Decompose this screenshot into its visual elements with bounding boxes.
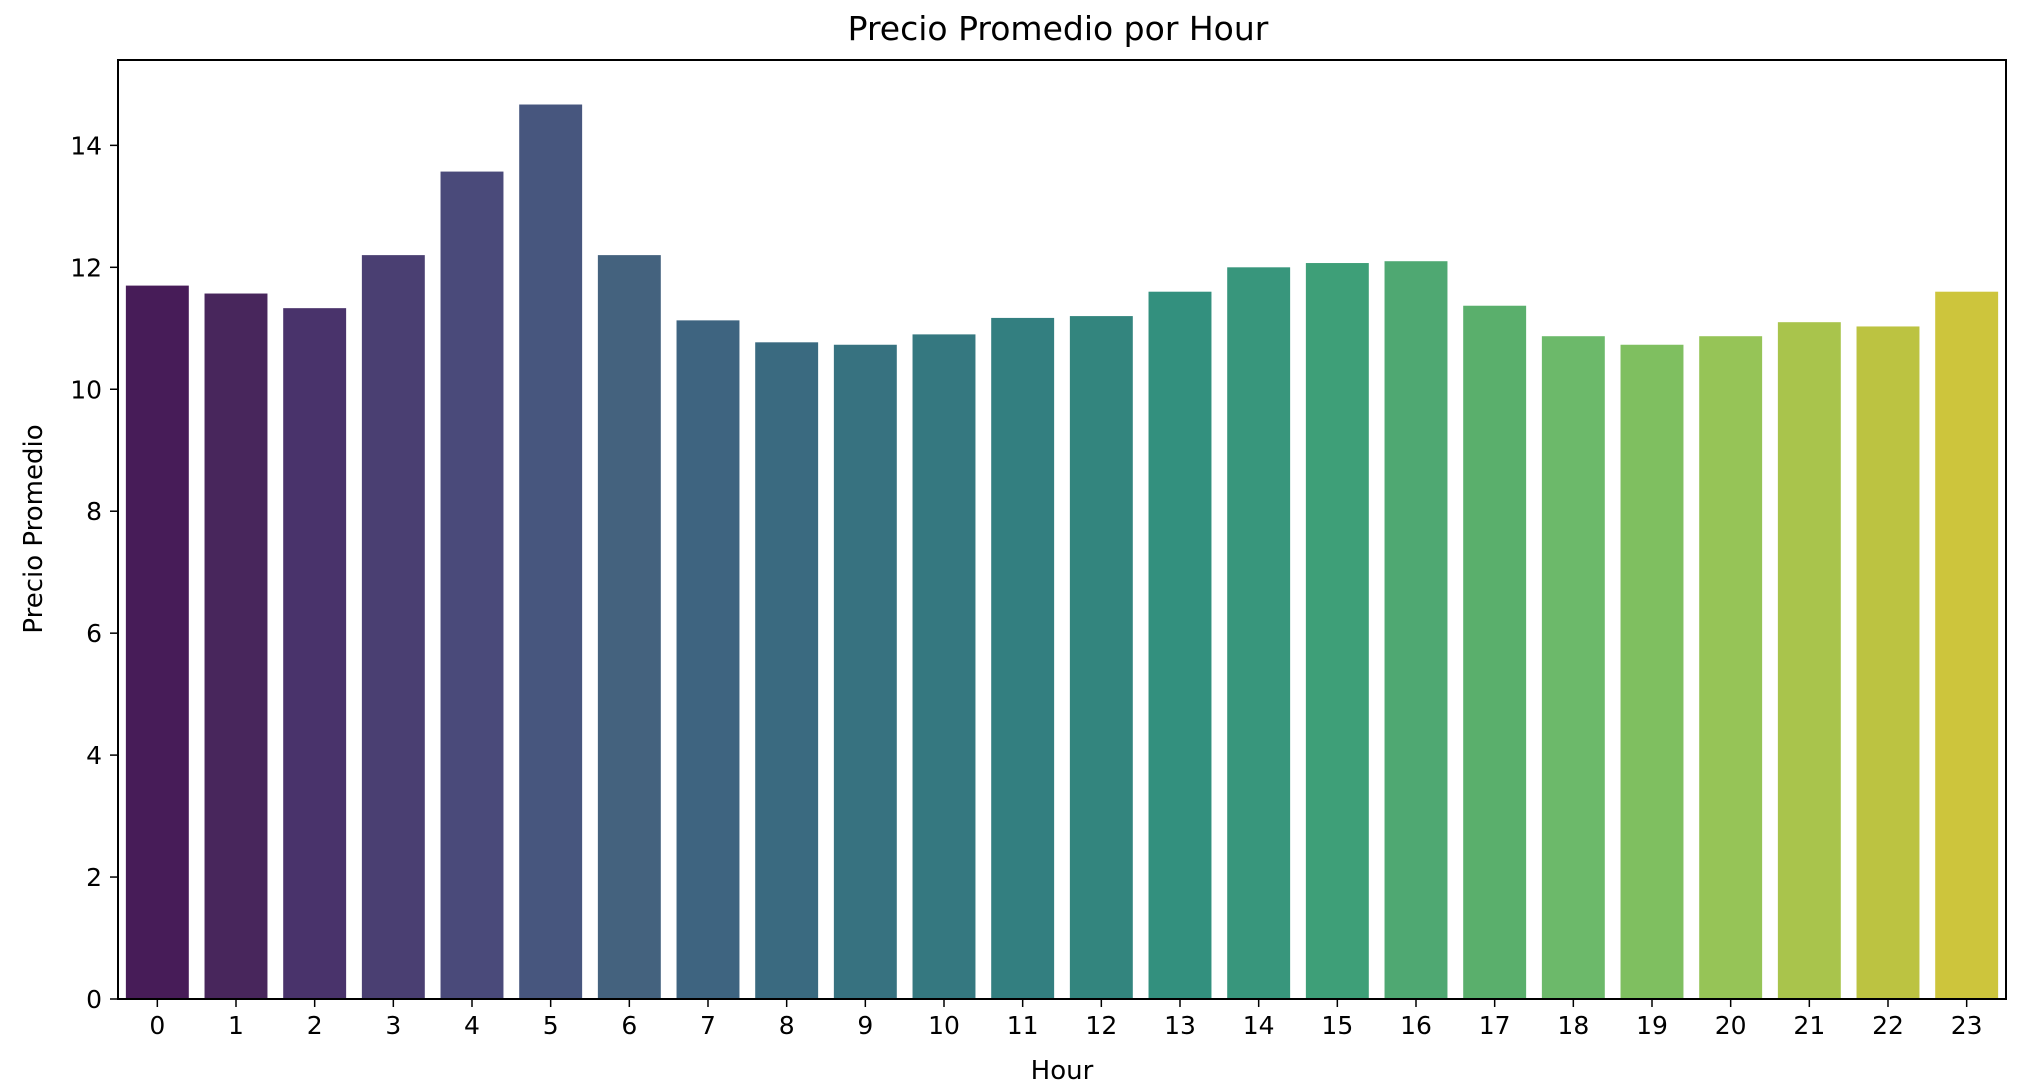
y-tick-label: 10	[70, 375, 102, 404]
x-tick-label: 8	[779, 1011, 795, 1040]
x-tick-label: 4	[464, 1011, 480, 1040]
bar-hour-14	[1227, 267, 1291, 999]
bar-hour-21	[1777, 322, 1841, 999]
bar-hour-3	[361, 255, 425, 999]
bar-hour-2	[283, 308, 347, 999]
bar-hour-1	[204, 293, 268, 999]
bar-hour-19	[1620, 344, 1684, 999]
bar-hour-22	[1856, 326, 1920, 1000]
x-tick-label: 0	[149, 1011, 165, 1040]
bar-hour-4	[440, 171, 504, 999]
x-tick-label: 12	[1085, 1011, 1117, 1040]
x-tick-label: 18	[1557, 1011, 1589, 1040]
bar-hour-8	[755, 342, 819, 999]
chart-title: Precio Promedio por Hour	[848, 9, 1269, 48]
x-tick-label: 2	[307, 1011, 323, 1040]
bar-hour-13	[1148, 291, 1212, 999]
y-tick-label: 2	[86, 863, 102, 892]
x-tick-label: 20	[1715, 1011, 1747, 1040]
x-tick-label: 6	[621, 1011, 637, 1040]
x-tick-label: 21	[1793, 1011, 1825, 1040]
bar-hour-18	[1541, 336, 1605, 1000]
x-tick-label: 16	[1400, 1011, 1432, 1040]
x-tick-label: 22	[1872, 1011, 1904, 1040]
y-axis-ticks: 0 2 4 6 8 10 12 14	[70, 131, 118, 1014]
x-tick-label: 5	[543, 1011, 559, 1040]
x-tick-label: 10	[928, 1011, 960, 1040]
x-tick-label: 13	[1164, 1011, 1196, 1040]
y-tick-label: 12	[70, 253, 102, 282]
x-tick-label: 11	[1007, 1011, 1039, 1040]
x-tick-label: 3	[385, 1011, 401, 1040]
y-tick-label: 6	[86, 619, 102, 648]
x-tick-label: 14	[1243, 1011, 1275, 1040]
bar-hour-17	[1463, 305, 1527, 1000]
plot-frame	[117, 59, 2007, 1000]
x-tick-label: 7	[700, 1011, 716, 1040]
x-tick-label: 15	[1321, 1011, 1353, 1040]
x-tick-label: 23	[1951, 1011, 1983, 1040]
bar-hour-23	[1935, 291, 1999, 999]
x-tick-label: 1	[228, 1011, 244, 1040]
bar-hour-6	[597, 255, 661, 999]
y-tick-label: 8	[86, 497, 102, 526]
bar-hour-15	[1305, 263, 1369, 999]
bar-hour-5	[519, 104, 583, 999]
bar-hour-16	[1384, 261, 1448, 1000]
bar-hour-0	[125, 285, 189, 1000]
bar-hour-7	[676, 320, 740, 999]
x-tick-label: 9	[857, 1011, 873, 1040]
bars-group	[125, 104, 1999, 1000]
x-axis-label: Hour	[1031, 1056, 1094, 1084]
y-tick-label: 4	[86, 741, 102, 770]
y-tick-label: 0	[86, 985, 102, 1014]
bar-hour-9	[833, 344, 897, 999]
bar-hour-11	[991, 317, 1055, 999]
x-axis-ticks: 0 1 2 3 4 5 6 7 8 9 10 11 12 13 14 15 16 17 18 19 20 21 22 23	[149, 999, 1983, 1040]
bar-hour-20	[1699, 336, 1763, 1000]
x-tick-label: 17	[1479, 1011, 1511, 1040]
y-axis-label: Precio Promedio	[19, 424, 49, 633]
y-tick-label: 14	[70, 131, 102, 160]
bar-hour-12	[1069, 316, 1133, 1000]
x-tick-label: 19	[1636, 1011, 1668, 1040]
bar-hour-10	[912, 334, 976, 999]
